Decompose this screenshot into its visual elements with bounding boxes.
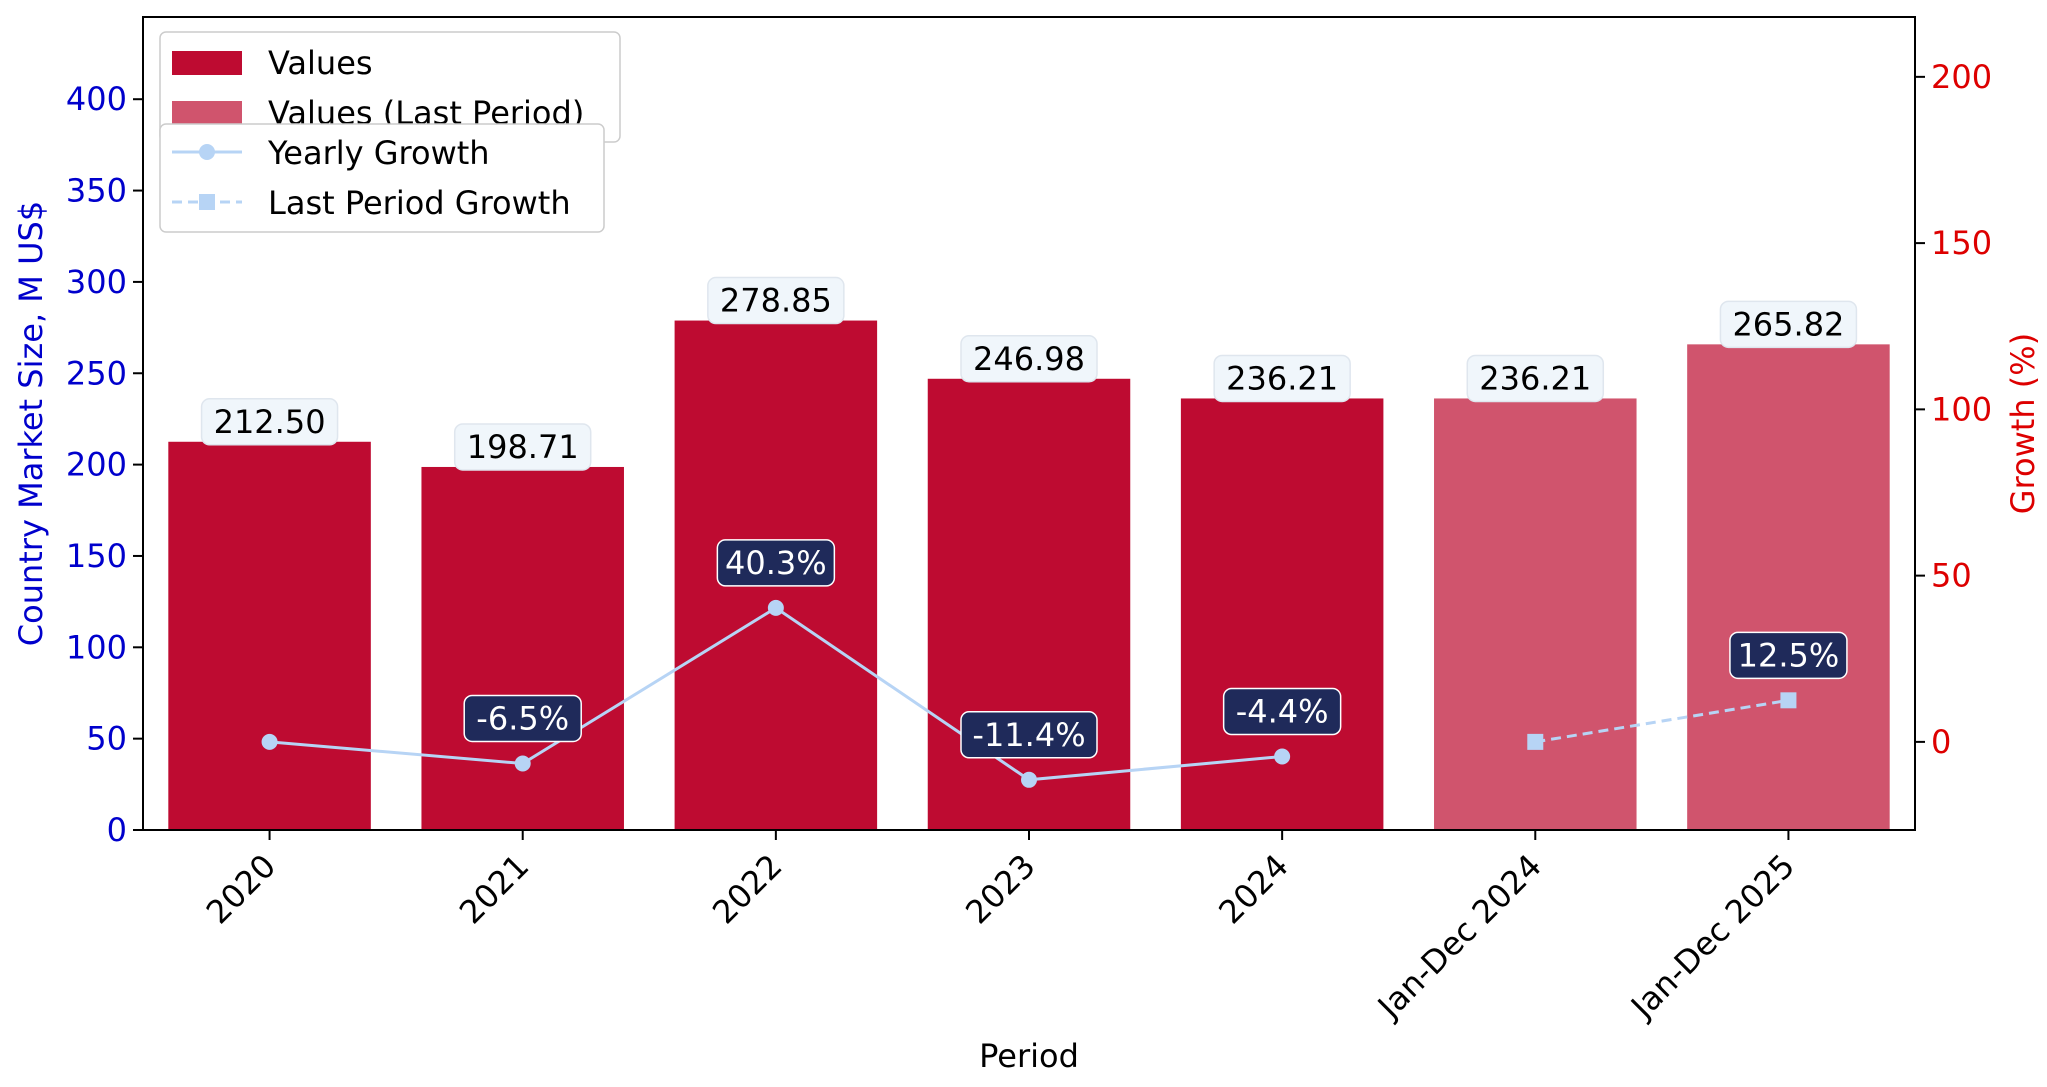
- bar-0-0: [168, 441, 371, 830]
- y2-tick-label-4: 200: [1931, 58, 1992, 96]
- y-tick-label-1: 50: [86, 720, 127, 758]
- legend-swatch-0: [172, 51, 242, 75]
- growth-label-4-text: -4.4%: [1236, 693, 1329, 731]
- value-label-3-box: [960, 335, 1098, 383]
- legend-line-label-0: Yearly Growth: [267, 134, 490, 172]
- growth-line-1: [1535, 698, 1789, 744]
- growth-marker-0-2: [767, 599, 784, 616]
- growth-label-3-box: [960, 711, 1098, 759]
- growth-label-1-text: -6.5%: [476, 699, 569, 737]
- bar-0-3: [927, 378, 1131, 830]
- growth-label-2-text: 40.3%: [725, 544, 827, 582]
- value-label-3: 246.98: [960, 335, 1098, 383]
- growth-label-3-text: -11.4%: [972, 716, 1085, 754]
- growth-label-2-box: [716, 539, 836, 587]
- y-tick-label-8: 400: [66, 80, 127, 118]
- x-tick-label-4: 2024: [1211, 847, 1295, 931]
- growth-marker-0-0: [261, 733, 278, 750]
- value-label-4-text: 236.21: [1226, 359, 1338, 397]
- growth-marker-1-6: [1780, 692, 1797, 709]
- value-label-1-box: [453, 423, 592, 471]
- bar-1-5: [1434, 398, 1637, 830]
- value-label-5-box: [1466, 354, 1605, 403]
- value-label-3-text: 246.98: [973, 340, 1085, 378]
- y-axis-title: Country Market Size, M US$: [12, 201, 50, 646]
- y-tick-label-0: 0: [107, 811, 127, 849]
- value-label-1-text: 198.71: [467, 428, 579, 466]
- value-label-6-box: [1719, 300, 1858, 349]
- growth-label-6-text: 12.5%: [1738, 636, 1840, 674]
- value-label-5: 236.21: [1466, 354, 1605, 403]
- x-axis-title: Period: [979, 1037, 1079, 1075]
- y-tick-label-6: 300: [66, 263, 127, 301]
- x-tick-label-3: 2023: [958, 847, 1042, 931]
- value-label-0-text: 212.50: [214, 403, 326, 441]
- legend-lines-frame: [159, 123, 605, 233]
- legend-label-0: Values: [268, 44, 373, 82]
- value-label-0: 212.50: [200, 398, 339, 446]
- growth-lines-layer: [261, 599, 1797, 788]
- growth-label-6-box: [1729, 631, 1848, 680]
- y2-tick-label-2: 100: [1931, 390, 1992, 428]
- y-tick-label-2: 100: [66, 628, 127, 666]
- x-tick-label-5: Jan-Dec 2024: [1369, 847, 1549, 1027]
- growth-label-6: 12.5%: [1729, 631, 1848, 680]
- x-tick-label-1: 2021: [452, 847, 536, 931]
- data-labels-layer: 212.50 198.71 278.85 246.98 236.21 236.21 265.…: [200, 276, 1858, 759]
- value-label-2-text: 278.85: [720, 282, 832, 320]
- y2-tick-label-1: 50: [1931, 557, 1972, 595]
- growth-label-4: -4.4%: [1222, 687, 1342, 736]
- y-tick-label-7: 350: [66, 172, 127, 210]
- value-label-0-box: [200, 398, 339, 446]
- legend-swatch-1: [172, 101, 242, 125]
- growth-label-1: -6.5%: [463, 694, 582, 743]
- value-label-5-text: 236.21: [1479, 359, 1591, 397]
- value-label-4-box: [1213, 354, 1351, 403]
- growth-marker-0-1: [514, 755, 531, 772]
- legend-lines: Yearly Growth Last Period Growth: [159, 123, 605, 233]
- value-label-4: 236.21: [1213, 354, 1351, 403]
- bar-1-6: [1687, 344, 1890, 830]
- growth-label-2: 40.3%: [716, 539, 836, 587]
- growth-marker-0-4: [1274, 748, 1291, 765]
- legend-marker-0: [199, 144, 215, 160]
- x-tick-label-0: 2020: [199, 847, 283, 931]
- value-label-6: 265.82: [1719, 300, 1858, 349]
- x-tick-label-6: Jan-Dec 2025: [1622, 847, 1802, 1027]
- y2-tick-label-3: 150: [1931, 224, 1992, 262]
- value-label-6-text: 265.82: [1732, 305, 1844, 343]
- y-tick-label-4: 200: [66, 446, 127, 484]
- y2-tick-label-0: 0: [1931, 723, 1951, 761]
- growth-marker-0-3: [1021, 771, 1037, 788]
- legend-marker-1: [199, 194, 215, 210]
- growth-label-4-box: [1222, 687, 1342, 736]
- legend-line-label-1: Last Period Growth: [268, 184, 571, 222]
- y-tick-label-3: 150: [66, 537, 127, 575]
- growth-label-3: -11.4%: [960, 711, 1098, 759]
- x-tick-label-2: 2022: [705, 847, 789, 931]
- bar-0-4: [1180, 398, 1384, 830]
- y-tick-label-5: 250: [66, 354, 127, 392]
- value-label-2-box: [707, 276, 845, 325]
- bar-0-1: [421, 466, 624, 830]
- growth-marker-1-5: [1527, 733, 1544, 750]
- y2-axis-title: Growth (%): [2004, 333, 2042, 514]
- value-label-1: 198.71: [453, 423, 592, 471]
- growth-label-1-box: [463, 694, 582, 743]
- value-label-2: 278.85: [707, 276, 845, 325]
